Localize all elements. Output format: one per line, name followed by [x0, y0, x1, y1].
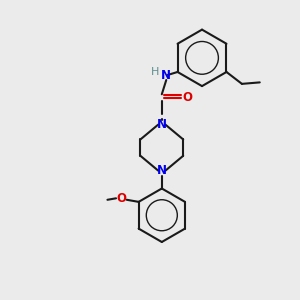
Text: N: N: [157, 164, 167, 177]
Text: O: O: [182, 91, 192, 104]
Text: N: N: [157, 118, 167, 131]
Text: H: H: [151, 67, 159, 77]
Text: N: N: [161, 69, 171, 82]
Text: O: O: [116, 192, 126, 205]
